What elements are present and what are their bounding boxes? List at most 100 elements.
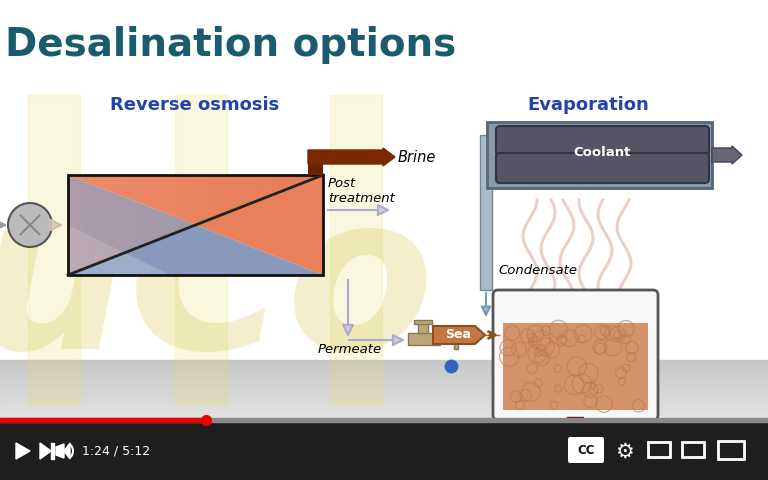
Polygon shape [136,175,144,248]
Polygon shape [280,175,289,192]
Bar [0,360,768,361]
Text: Brine: Brine [398,151,436,166]
Bar [0,371,768,372]
Polygon shape [447,360,455,366]
Bar [308,150,323,175]
Bar [0,399,768,401]
Bar [0,395,768,396]
Polygon shape [68,225,170,275]
Polygon shape [306,175,315,181]
Text: JuCo: JuCo [0,185,435,395]
Bar [0,390,768,391]
Bar [0,410,768,412]
Polygon shape [102,175,111,262]
Polygon shape [94,175,102,265]
Polygon shape [230,175,238,212]
Polygon shape [272,175,280,195]
Polygon shape [221,175,230,215]
Text: Brine: Brine [449,448,485,462]
Bar [0,417,768,419]
Bar [0,375,768,377]
Text: Evaporation: Evaporation [527,96,649,114]
Polygon shape [213,175,221,218]
Bar [408,333,440,345]
Text: Permeate: Permeate [318,343,382,356]
Bar [0,361,768,362]
Bar [0,368,768,369]
Bar [0,408,768,410]
Bar [0,386,768,388]
Bar [0,412,768,413]
Polygon shape [289,175,297,188]
Text: 1:24 / 5:12: 1:24 / 5:12 [82,444,150,457]
Polygon shape [187,175,196,228]
Bar [0,416,768,418]
Bar [0,362,768,364]
Bar [175,95,227,405]
Polygon shape [85,175,94,268]
Bar [0,383,768,384]
Text: CC: CC [578,444,594,457]
Bar [0,424,768,425]
Bar [0,387,768,389]
Bar [0,404,768,406]
Bar [28,95,80,405]
Bar [51,443,54,459]
Bar [0,363,768,365]
Bar [0,384,768,386]
Polygon shape [127,175,136,252]
Bar [0,372,768,373]
Polygon shape [161,175,170,239]
Bar [0,394,768,396]
Bar [414,320,432,324]
Bar [0,414,768,415]
FancyArrow shape [465,430,495,448]
Bar [0,385,768,387]
Polygon shape [111,175,119,258]
Text: Condensate: Condensate [498,264,577,276]
Bar [0,381,768,383]
FancyArrow shape [712,146,742,164]
Polygon shape [263,175,272,198]
Bar [0,373,768,375]
Bar [495,432,567,446]
Polygon shape [144,175,153,245]
Polygon shape [297,175,306,185]
Bar [0,0,768,420]
Polygon shape [238,175,247,208]
Text: Sea: Sea [445,328,471,341]
Text: Reverse osmosis: Reverse osmosis [111,96,280,114]
Polygon shape [579,437,619,477]
Bar [0,393,768,395]
Bar [0,420,768,422]
Polygon shape [315,175,323,179]
Bar [0,365,768,367]
Bar [0,403,768,404]
Polygon shape [119,175,127,255]
Bar [0,402,768,403]
Bar [0,367,768,368]
Bar [0,409,768,411]
Bar [0,389,768,390]
Bar [0,413,768,414]
Text: ⚙: ⚙ [614,442,634,462]
FancyBboxPatch shape [496,153,709,183]
Polygon shape [16,443,30,459]
Polygon shape [68,175,323,275]
Polygon shape [178,175,187,232]
Polygon shape [64,443,70,459]
Bar [0,401,768,402]
Bar [0,420,768,421]
Bar [0,397,768,399]
Text: Desalination options: Desalination options [5,26,456,64]
Polygon shape [77,175,85,272]
Bar [330,95,382,405]
FancyBboxPatch shape [568,437,604,463]
Bar [0,376,768,378]
Polygon shape [153,175,161,241]
Bar [0,396,768,398]
Bar [0,418,206,422]
FancyBboxPatch shape [493,290,658,420]
Bar [0,415,768,417]
Bar [0,369,768,370]
